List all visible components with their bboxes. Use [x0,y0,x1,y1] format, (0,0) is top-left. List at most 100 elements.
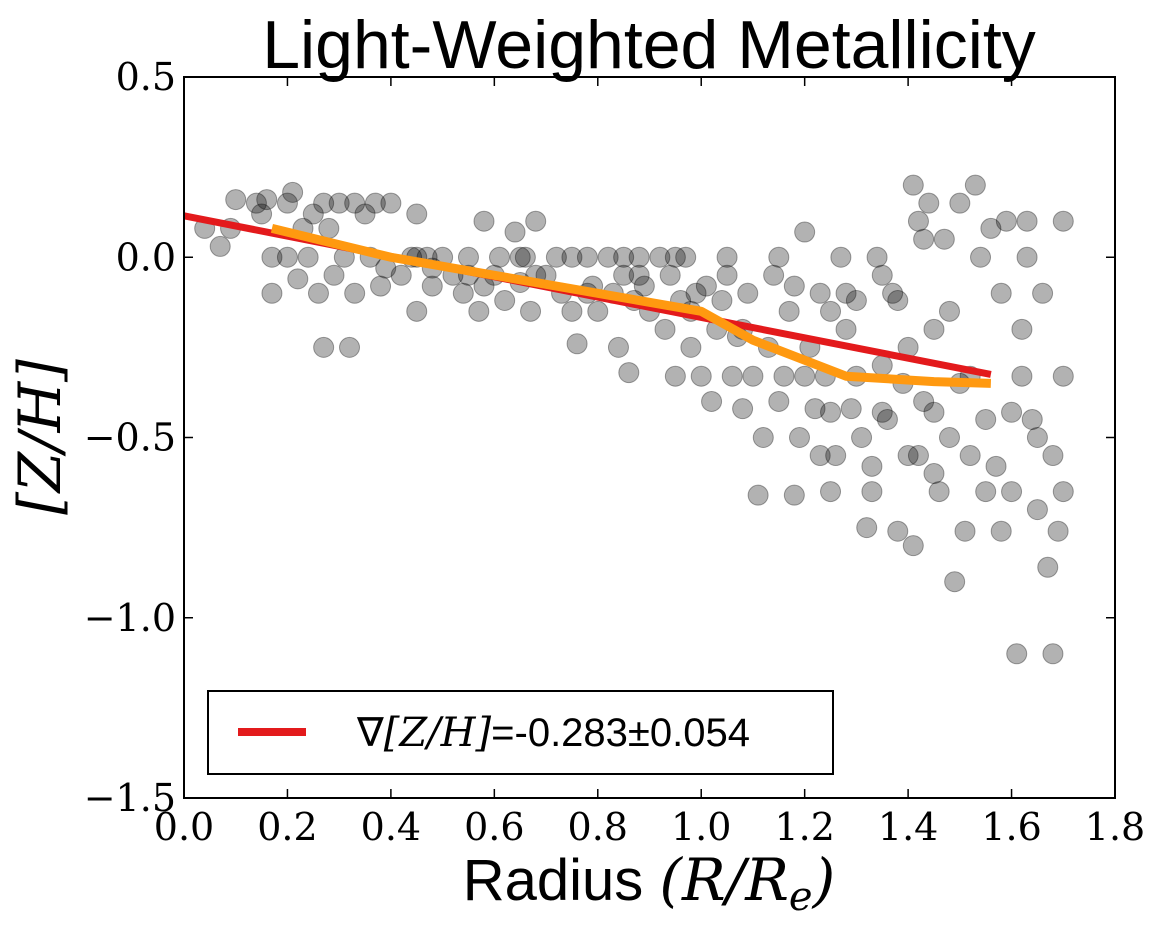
data-point [664,246,686,268]
data-point [820,401,842,423]
data-point [1016,246,1038,268]
data-point [504,221,526,243]
data-point [287,268,309,290]
data-point [794,365,816,387]
data-point [783,484,805,506]
data-point [607,336,629,358]
data-point [923,463,945,485]
data-point [1052,481,1074,503]
data-point [613,246,635,268]
data-point [364,192,386,214]
data-point [344,192,366,214]
data-point [545,246,567,268]
data-point [1001,481,1023,503]
data-point [256,189,278,211]
data-point [742,365,764,387]
legend: ∇[Z/H]=-0.283±0.054 [207,690,834,775]
data-point [783,275,805,297]
data-point [944,571,966,593]
data-point [313,192,335,214]
data-point [737,282,759,304]
median-line [270,224,992,388]
data-point [261,282,283,304]
chart-title: Light-Weighted Metallicity [262,7,1036,83]
data-point [856,517,878,539]
x-tick-label: 1.6 [981,805,1041,849]
data-point [716,246,738,268]
data-point [690,365,712,387]
data-point [1026,499,1048,521]
data-point [778,300,800,322]
data-point [809,282,831,304]
data-point [276,246,298,268]
data-point [1047,520,1069,542]
data-point [468,300,490,322]
data-point [587,300,609,322]
data-point [1026,427,1048,448]
x-axis-label-math: (R/R [659,846,789,914]
data-point [1032,282,1054,304]
data-point [525,210,547,232]
y-tick-labels: 0.5 0.0 −0.5 −1.0 −1.5 [84,55,176,820]
data-point [1042,445,1064,467]
data-point [1011,365,1033,387]
data-point [835,282,857,304]
data-point [721,365,743,387]
data-point [913,390,935,412]
data-point [473,210,495,232]
data-point [380,192,402,214]
data-point [457,246,479,268]
data-point [1021,408,1043,430]
data-point [825,445,847,467]
y-tick-label: 0.0 [116,235,176,279]
x-tick-label: 1.0 [671,805,731,849]
data-point [768,390,790,412]
data-point [618,362,640,384]
data-point [659,264,681,286]
x-tick-label: 0.4 [361,805,421,849]
data-point [406,203,428,225]
y-tick-label: −0.5 [84,416,176,460]
x-axis-label-text: Radius [463,848,660,913]
data-point [628,264,650,286]
data-point [794,221,816,243]
data-point [964,174,986,196]
data-point [370,275,392,297]
data-point [897,445,919,467]
data-point [871,401,893,423]
data-point [318,217,340,239]
data-point [628,246,650,268]
data-point [820,481,842,503]
data-point [866,246,888,268]
data-point [344,282,366,304]
y-tick-label: 0.5 [116,55,176,99]
y-tick-label: −1.5 [84,776,176,820]
data-point [494,290,516,312]
plot-area [183,76,1116,799]
data-point [251,203,273,225]
data-point [1011,318,1033,340]
data-point [685,282,707,304]
data-point [711,290,733,312]
data-point [1052,365,1074,387]
data-point [1006,643,1028,665]
data-point [845,290,867,312]
data-point [923,318,945,340]
data-point [302,203,324,225]
data-point [576,246,598,268]
data-point [809,445,831,467]
data-point [307,282,329,304]
scatter-points [194,174,1074,665]
data-point [339,336,361,358]
data-point [323,264,345,286]
data-point [990,282,1012,304]
data-point [701,390,723,412]
data-point [520,300,542,322]
data-point [928,481,950,503]
x-tick-label: 1.2 [774,805,834,849]
legend-math: [Z/H] [384,710,492,756]
x-axis-label-close: ) [811,846,836,914]
data-point [913,228,935,250]
data-point [209,235,231,257]
data-point [1016,210,1038,232]
